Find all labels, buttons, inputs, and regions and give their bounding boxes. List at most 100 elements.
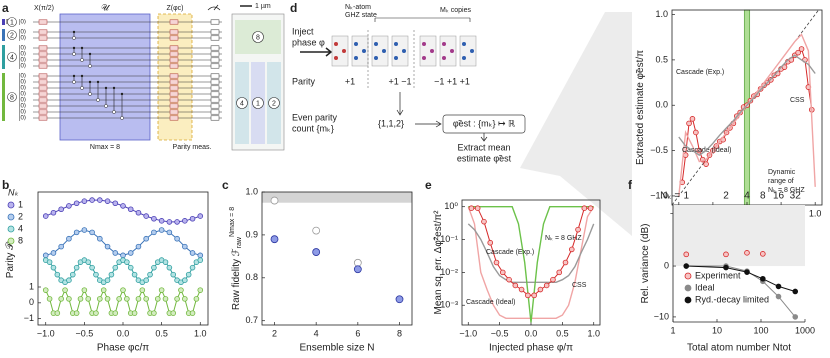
- data-point: [151, 310, 157, 316]
- cnot-target: [104, 104, 108, 108]
- data-point: [42, 287, 49, 293]
- y-axis-label-part: Extracted estimate φ̃est/π: [635, 50, 646, 165]
- data-point: [50, 209, 57, 216]
- ket: |0⟩: [19, 79, 26, 86]
- data-point: [170, 271, 177, 278]
- ghz-label: Nₖ-atom: [345, 4, 371, 11]
- group-badge: [7, 17, 17, 27]
- meas: [210, 103, 220, 109]
- data-point: [151, 229, 157, 236]
- data-point: [270, 196, 279, 205]
- shaded-band: [262, 192, 412, 203]
- series-line: [468, 206, 594, 323]
- image-badge: [236, 97, 248, 109]
- data-point: [795, 49, 801, 56]
- data-point: [127, 264, 134, 271]
- flow-arrow: [480, 133, 488, 142]
- meas: [210, 29, 220, 35]
- data-point: [723, 264, 729, 271]
- cnot-target: [80, 58, 84, 62]
- top-tick-label: 4: [744, 191, 750, 202]
- data-point: [537, 286, 544, 293]
- x-gate: [38, 29, 48, 35]
- atom: [382, 49, 386, 53]
- cnot-dot: [96, 80, 100, 84]
- data-point: [120, 287, 126, 293]
- data-point: [512, 282, 519, 289]
- y-tick-label: 1.0: [245, 186, 258, 196]
- nmax: Nmax = 8: [90, 144, 120, 151]
- ket: |0⟩: [19, 91, 26, 98]
- data-point: [581, 205, 588, 212]
- band-label: Dynamic: [768, 169, 796, 176]
- ket: |0⟩: [19, 103, 26, 110]
- y-tick-label: 0.8: [245, 272, 258, 282]
- z-gate: [169, 63, 179, 69]
- data-point: [775, 283, 782, 290]
- x-tick-label: 1: [670, 325, 675, 335]
- image-badge: [252, 97, 264, 109]
- atom: [402, 49, 406, 53]
- data-point: [562, 259, 569, 266]
- atom: [462, 42, 466, 46]
- atom: [442, 56, 446, 60]
- data-point: [66, 296, 72, 302]
- series-line: [45, 229, 201, 256]
- charts: −1.0 −0.5 0.0 0.5 1.0 −1.0 −0.5 0.0 0.5 1.0 Inject…: [2, 9, 823, 354]
- data-point: [46, 259, 53, 265]
- data-point: [116, 296, 122, 302]
- x-gate: [38, 79, 48, 85]
- data-point: [143, 296, 149, 302]
- x-tick-label: 6: [355, 328, 360, 338]
- data-point: [474, 205, 481, 212]
- meas: [210, 115, 220, 121]
- data-point: [197, 213, 204, 219]
- ket: |0⟩: [19, 63, 26, 70]
- band-label: Nₖ = 8 GHZ: [768, 187, 805, 194]
- x-tick-label: 0.0: [525, 328, 538, 338]
- z-gate: [169, 109, 179, 115]
- gate-u: 𝒰: [101, 2, 111, 12]
- z-gate: [169, 103, 179, 109]
- data-point: [723, 251, 729, 258]
- data-point: [312, 248, 321, 256]
- y-axis-label-part: Nmax = 8: [229, 207, 236, 237]
- data-point: [158, 227, 165, 233]
- meas-icon: [207, 4, 221, 11]
- y-tick-label: −10: [654, 311, 669, 321]
- ghz-label: GHZ state: [345, 12, 377, 19]
- data-point: [312, 226, 321, 235]
- extract-label: Extract mean: [457, 142, 510, 152]
- swoosh: [520, 12, 632, 236]
- data-point: [518, 286, 525, 293]
- data-point: [683, 263, 690, 269]
- x-tick-label: 10: [712, 325, 722, 335]
- cnot-target: [88, 64, 92, 68]
- group-bar: [2, 29, 5, 41]
- count-label: Even parity: [292, 112, 338, 122]
- data-point: [185, 271, 192, 278]
- x-gate: [38, 73, 48, 79]
- meas: [210, 35, 220, 41]
- data-point: [77, 296, 84, 302]
- data-point: [104, 243, 111, 250]
- z-gate: [169, 79, 179, 85]
- data-point: [89, 197, 95, 203]
- cnot-dot: [72, 74, 76, 78]
- data-point: [792, 314, 799, 320]
- data-point: [683, 251, 690, 258]
- estimator-label: φ̃est : {mₖ} ↦ ℝ: [453, 118, 515, 128]
- data-point: [139, 287, 146, 293]
- data-point: [104, 296, 111, 302]
- data-point: [69, 271, 76, 278]
- data-point: [158, 287, 165, 293]
- legend-label: Ideal: [695, 282, 715, 292]
- data-point: [50, 264, 57, 271]
- atom: [394, 42, 398, 46]
- panel-label: a: [2, 1, 9, 15]
- data-point: [158, 218, 165, 224]
- x-tick-label: −1.0: [459, 328, 477, 338]
- circuit: 1 |0⟩2 |0⟩|0⟩4|0⟩|0⟩|0⟩|0⟩8|0⟩|0⟩|0⟩|0⟩|0⟩…: [2, 17, 222, 122]
- atom: [354, 42, 358, 46]
- y-axis-label-part: raw: [236, 236, 243, 248]
